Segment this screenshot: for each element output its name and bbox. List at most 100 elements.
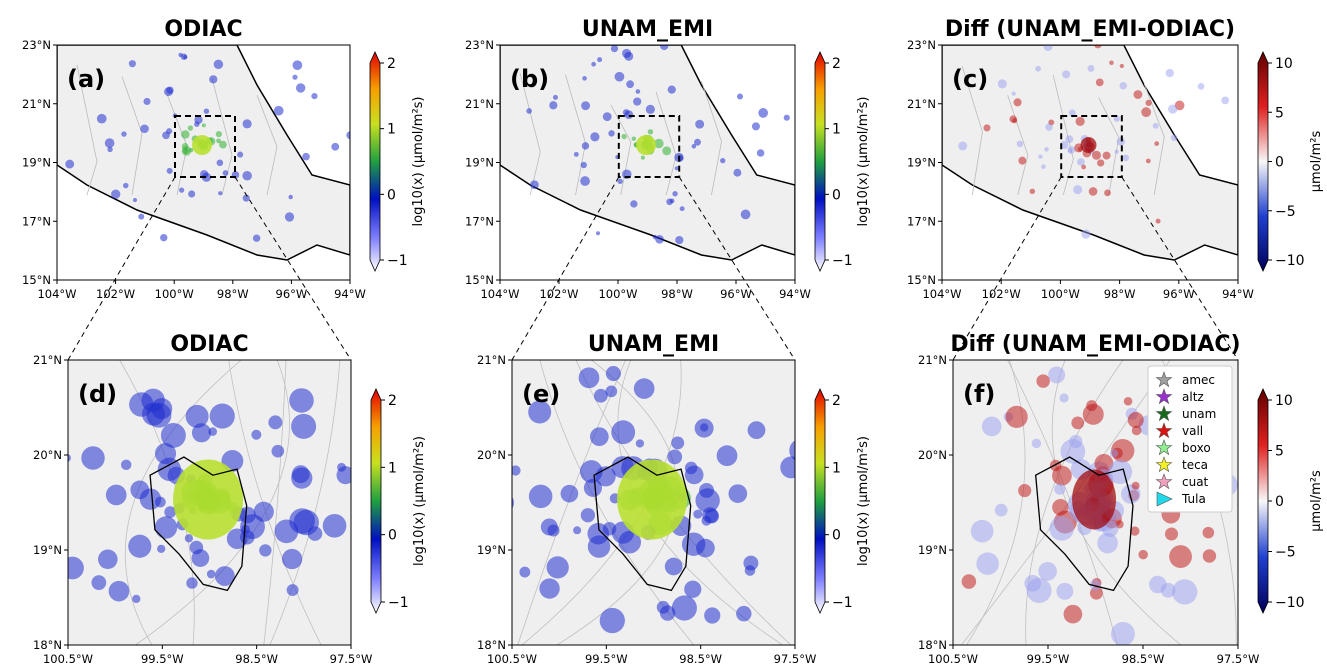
field-blob <box>1138 549 1148 560</box>
y-tick-label: 15°N <box>907 273 936 287</box>
field-blob <box>140 124 149 133</box>
field-blob <box>633 378 655 399</box>
field-blob <box>630 200 638 208</box>
field-blob <box>331 142 340 151</box>
field-blob <box>268 415 283 430</box>
state-border <box>121 76 143 196</box>
panel-label: (c) <box>952 65 988 93</box>
panel-title: ODIAC <box>170 332 248 357</box>
field-blob <box>1089 579 1101 591</box>
field-blob <box>667 449 683 465</box>
field-blob <box>1102 151 1111 160</box>
field-blob <box>292 74 298 80</box>
field-blob <box>143 97 151 106</box>
legend-label: boxo <box>1182 441 1211 455</box>
city-outline <box>593 456 692 592</box>
field-blob <box>519 566 531 578</box>
y-tick-label: 18°N <box>33 638 62 652</box>
colorbar-tick-label: −10 <box>1275 253 1305 269</box>
y-tick-label: 23°N <box>465 38 494 52</box>
state-border <box>263 360 287 645</box>
legend-label: cuat <box>1182 475 1209 489</box>
field-blob <box>337 462 346 472</box>
field-blob <box>528 400 552 424</box>
field-blob <box>65 159 75 169</box>
field-blob <box>652 234 658 240</box>
state-border <box>269 360 341 645</box>
map-frame <box>67 359 352 646</box>
state-border <box>961 66 983 196</box>
y-tick-label: 21°N <box>907 97 936 111</box>
zoom-connector <box>1121 176 1239 361</box>
field-blob <box>311 92 318 100</box>
field-blob <box>747 421 766 440</box>
legend-label: vall <box>1182 424 1203 438</box>
y-tick-label: 19°N <box>477 543 506 557</box>
field-blob <box>242 170 252 181</box>
field-blob <box>671 436 685 450</box>
x-tick-label: 98.5°W <box>1122 652 1165 666</box>
y-tick-label: 17°N <box>22 214 51 228</box>
zoom-box <box>1060 115 1123 178</box>
field-blob <box>68 454 71 462</box>
field-blob <box>716 445 738 467</box>
field-blob <box>186 577 198 589</box>
colorbar-tick-label: 2 <box>832 56 841 72</box>
x-tick-label: 97.5°W <box>1217 652 1260 666</box>
zoom-connector <box>678 176 796 361</box>
field-blob <box>1044 147 1049 152</box>
colorbar-label: log10(x) (μmol/m²s) <box>856 436 871 566</box>
legend-label: amec <box>1182 373 1215 387</box>
field-blob <box>635 89 641 94</box>
field-blob <box>1095 78 1104 87</box>
legend-marker <box>1155 456 1173 473</box>
y-tick-label: 18°N <box>477 638 506 652</box>
field-blob <box>699 423 709 432</box>
field-blob <box>605 366 621 382</box>
field-blob <box>608 130 615 137</box>
field-blob <box>1038 562 1057 581</box>
field-blob <box>215 131 222 138</box>
field-blob <box>1054 483 1066 495</box>
field-blob <box>128 60 136 68</box>
panel-title: ODIAC <box>164 17 242 42</box>
field-blob <box>121 131 127 137</box>
colorbar-tick-label: 0 <box>387 187 396 203</box>
y-tick-label: 17°N <box>907 214 936 228</box>
colorbar-label: μmol/m²s <box>1309 470 1324 532</box>
field-blob <box>1111 622 1135 645</box>
field-blob <box>599 607 625 634</box>
field-blob <box>157 544 166 553</box>
field-blob <box>590 132 600 142</box>
field-blob <box>123 182 129 189</box>
field-blob <box>1165 527 1179 541</box>
x-tick-label: 94°W <box>1222 287 1254 301</box>
colorbar-tick-label: −1 <box>388 595 409 611</box>
field-blob <box>292 60 303 71</box>
legend-label: unam <box>1182 407 1216 421</box>
colorbar-tick-label: 2 <box>387 56 396 72</box>
y-tick-label: 15°N <box>22 273 51 287</box>
field-blob <box>251 429 262 440</box>
field-blob <box>187 125 194 131</box>
field-blob <box>981 416 1002 437</box>
panel-title: UNAM_EMI <box>582 17 713 42</box>
colorbar-tick-label: −5 <box>1275 545 1296 561</box>
field-blob <box>549 101 558 110</box>
field-blob <box>96 113 107 124</box>
colorbar-tick-label: 2 <box>388 393 397 409</box>
colorbar <box>814 388 826 614</box>
field-blob <box>664 557 683 576</box>
field-blob <box>596 231 601 236</box>
field-blob <box>108 580 130 602</box>
field-blob <box>214 566 235 586</box>
panel-label: (b) <box>510 65 549 93</box>
field-blob <box>656 600 670 614</box>
field-blob <box>259 544 272 557</box>
field-blob <box>602 521 617 536</box>
y-tick-label: 19°N <box>918 543 947 557</box>
field-blob <box>614 71 625 82</box>
field-blob <box>1109 449 1119 458</box>
core <box>1072 469 1117 530</box>
field-blob <box>512 465 521 476</box>
